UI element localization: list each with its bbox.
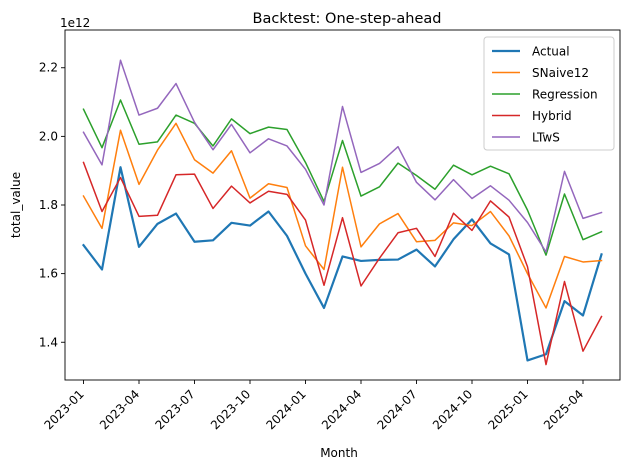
legend-box [483, 36, 615, 151]
y-tick-label: 1.8 [39, 198, 58, 212]
chart-title: Backtest: One-step-ahead [253, 11, 442, 27]
x-tick-label: 2024-01 [263, 387, 308, 432]
series-line-regression [82, 99, 603, 256]
series-line-actual [81, 166, 603, 362]
x-tick-label: 2025-04 [541, 387, 586, 432]
y-tick-label: 2.0 [39, 129, 58, 143]
x-axis: 2023-01 2023-04 2023-07 2023-10 2024-01 2024-… [41, 380, 586, 432]
legend-label-hybrid: Hybrid [532, 109, 572, 123]
y-tick-label: 1.6 [39, 267, 58, 281]
legend: Actual SNaive12 Regression Hybrid LTwS [483, 36, 615, 151]
x-tick-label: 2023-04 [97, 387, 142, 432]
series-line-ltws [82, 59, 603, 253]
x-tick-label: 2024-04 [319, 387, 364, 432]
x-tick-label: 2024-10 [430, 387, 475, 432]
y-axis-offset-label: 1e12 [60, 16, 90, 30]
y-tick-label: 2.2 [39, 61, 58, 75]
legend-label-ltws: LTwS [532, 131, 560, 145]
series-line-hybrid [82, 161, 603, 366]
x-tick-label: 2023-01 [41, 387, 86, 432]
x-axis-label: Month [320, 446, 358, 460]
legend-label-snaive12: SNaive12 [532, 66, 589, 80]
y-tick-label: 1.4 [39, 335, 58, 349]
series-line-snaive12 [82, 122, 603, 309]
x-tick-label: 2025-01 [485, 387, 530, 432]
x-tick-label: 2023-10 [208, 387, 253, 432]
x-tick-label: 2023-07 [152, 387, 197, 432]
legend-label-regression: Regression [532, 88, 598, 102]
legend-label-actual: Actual [532, 45, 570, 59]
y-axis-label: total_value [9, 172, 23, 238]
x-tick-label: 2024-07 [374, 387, 419, 432]
y-axis: 1.4 1.6 1.8 2.0 2.2 [39, 61, 65, 349]
